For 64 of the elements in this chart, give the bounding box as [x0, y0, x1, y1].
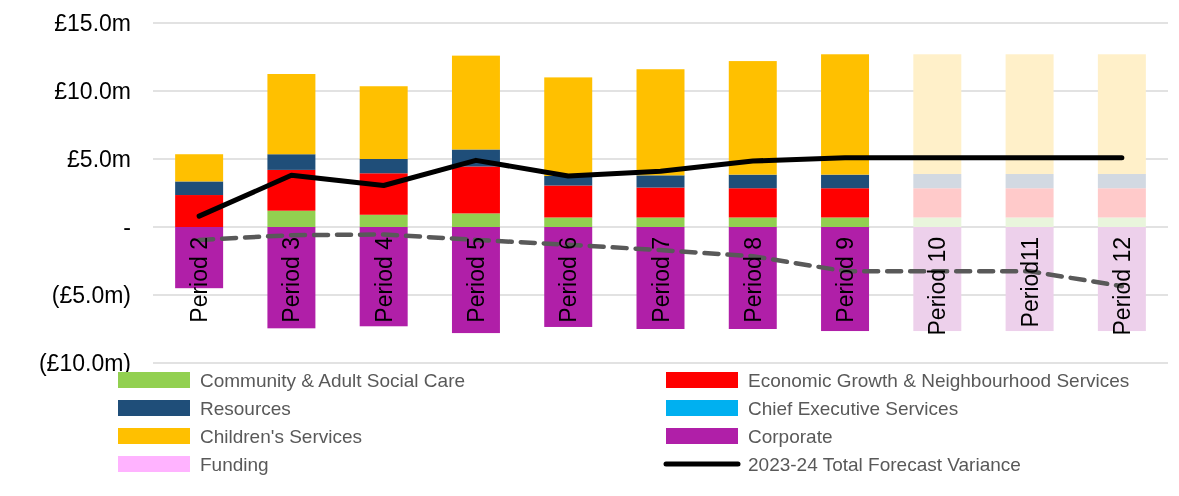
bar	[728, 188, 777, 218]
legend-label: Children's Services	[200, 425, 363, 447]
bar	[636, 217, 685, 227]
bar	[544, 185, 593, 218]
y-tick-label: -	[123, 214, 131, 241]
bar	[821, 54, 870, 175]
bar	[544, 217, 593, 227]
bar	[728, 174, 777, 189]
y-tick-label: (£10.0m)	[38, 350, 131, 377]
bar	[1097, 188, 1146, 218]
bar	[821, 174, 870, 189]
legend-label: Funding	[200, 453, 269, 475]
y-tick-label: £10.0m	[54, 78, 131, 105]
x-tick-label: Period 3	[278, 237, 305, 323]
bar	[636, 187, 685, 218]
bar	[1005, 54, 1054, 174]
bar	[1097, 173, 1146, 189]
bar	[728, 217, 777, 227]
bar	[175, 154, 224, 182]
bar	[359, 159, 408, 174]
bar	[913, 173, 962, 189]
bar	[913, 54, 962, 174]
y-tick-label: (£5.0m)	[51, 282, 131, 309]
bar	[451, 166, 500, 214]
bar	[1097, 217, 1146, 227]
x-tick-label: Period11	[1016, 237, 1043, 328]
x-tick-label: Period 6	[555, 237, 582, 323]
bar	[821, 217, 870, 227]
bar	[175, 195, 224, 227]
x-tick-label: Period 2	[186, 237, 213, 323]
bar	[636, 175, 685, 188]
legend-label: Chief Executive Services	[748, 397, 959, 419]
x-tick-label: Period 12	[1108, 237, 1135, 336]
bar	[267, 154, 316, 170]
x-tick-label: Period 10	[924, 237, 951, 336]
bar	[451, 213, 500, 227]
bar	[913, 188, 962, 218]
bar	[636, 69, 685, 176]
legend-label: Resources	[200, 397, 291, 419]
x-tick-label: Period 7	[647, 237, 674, 323]
legend-label: Corporate	[748, 425, 833, 447]
x-tick-label: Period 8	[739, 237, 766, 323]
bar	[359, 214, 408, 227]
legend-label: Community & Adult Social Care	[200, 369, 466, 391]
x-tick-label: Period 5	[463, 237, 489, 323]
x-tick-label: Period 9	[832, 237, 859, 323]
legend-label: Economic Growth & Neighbourhood Services	[748, 369, 1130, 391]
bar	[1005, 188, 1054, 218]
bar	[1005, 217, 1054, 227]
legend-label: 2023-24 Total Forecast Variance	[748, 453, 1021, 475]
bar	[267, 210, 316, 227]
x-tick-label: Period 4	[370, 236, 397, 323]
bar	[359, 86, 408, 159]
bar	[451, 55, 500, 150]
bar	[1005, 173, 1054, 189]
bar	[1097, 54, 1146, 174]
bar	[544, 77, 593, 176]
bar	[728, 61, 777, 175]
bar	[175, 181, 224, 196]
y-tick-label: £15.0m	[54, 10, 131, 37]
y-tick-label: £5.0m	[67, 146, 131, 173]
bar	[913, 217, 962, 227]
bar	[267, 74, 316, 155]
bar	[821, 188, 870, 218]
